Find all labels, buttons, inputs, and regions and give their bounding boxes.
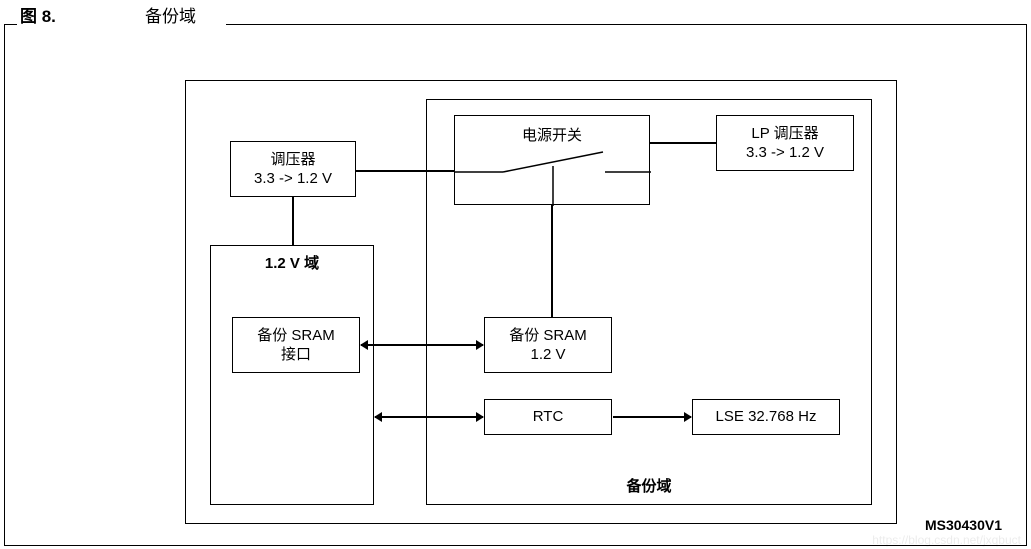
edge-sram-bidir bbox=[361, 344, 483, 346]
sram-interface-block: 备份 SRAM 接口 bbox=[232, 317, 360, 373]
edge-regulator-to-switch bbox=[356, 170, 454, 172]
lse-block: LSE 32.768 Hz bbox=[692, 399, 840, 435]
left-domain-label: 1.2 V 域 bbox=[211, 252, 373, 273]
left-domain-box: 1.2 V 域 bbox=[210, 245, 374, 505]
main-diagram-area: 1.2 V 域 备份域 调压器 3.3 -> 1.2 V LP 调压器 3.3 … bbox=[185, 80, 897, 524]
right-domain-label: 备份域 bbox=[427, 475, 871, 496]
doc-id: MS30430V1 bbox=[925, 517, 1002, 533]
edge-rtc-to-lse bbox=[613, 416, 691, 418]
regulator-line1: 调压器 bbox=[270, 150, 315, 170]
power-switch-block: 电源开关 bbox=[454, 115, 650, 205]
backup-sram-line1: 备份 SRAM bbox=[509, 326, 587, 346]
sram-interface-line1: 备份 SRAM bbox=[257, 326, 335, 346]
switch-symbol-icon bbox=[455, 116, 651, 206]
rtc-label: RTC bbox=[533, 407, 564, 427]
rtc-block: RTC bbox=[484, 399, 612, 435]
sram-interface-line2: 接口 bbox=[281, 345, 311, 365]
edge-regulator-down bbox=[292, 197, 294, 245]
lse-label: LSE 32.768 Hz bbox=[716, 407, 817, 427]
edge-switch-to-lp bbox=[650, 142, 716, 144]
backup-sram-block: 备份 SRAM 1.2 V bbox=[484, 317, 612, 373]
backup-sram-line2: 1.2 V bbox=[530, 345, 565, 365]
lp-regulator-line2: 3.3 -> 1.2 V bbox=[746, 143, 824, 163]
edge-rtc-bidir bbox=[375, 416, 483, 418]
outer-frame: 1.2 V 域 备份域 调压器 3.3 -> 1.2 V LP 调压器 3.3 … bbox=[4, 24, 1027, 546]
edge-switch-down bbox=[551, 205, 553, 317]
lp-regulator-block: LP 调压器 3.3 -> 1.2 V bbox=[716, 115, 854, 171]
lp-regulator-line1: LP 调压器 bbox=[751, 124, 818, 144]
regulator-block: 调压器 3.3 -> 1.2 V bbox=[230, 141, 356, 197]
watermark: https://blog.csdn.net/jxqbuct bbox=[872, 533, 1021, 547]
regulator-line2: 3.3 -> 1.2 V bbox=[254, 169, 332, 189]
